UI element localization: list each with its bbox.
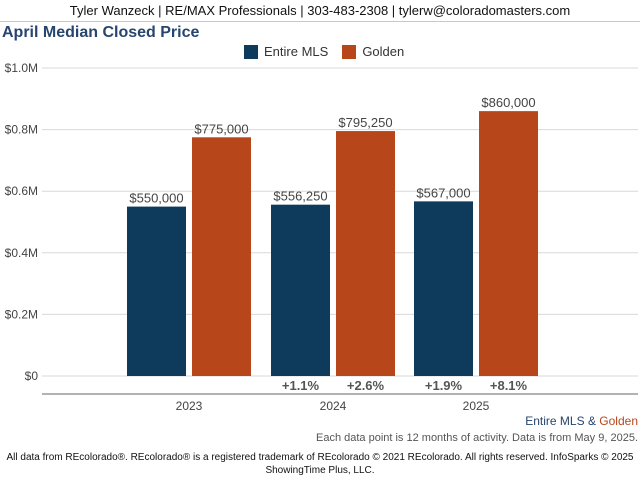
- bottom-legend: Entire MLS & Golden: [525, 414, 638, 428]
- data-label: $550,000: [129, 191, 183, 206]
- y-tick-label: $0.8M: [5, 123, 38, 137]
- y-tick-label: $1.0M: [5, 61, 38, 75]
- footer-line-1: All data from REcolorado®. REcolorado® i…: [6, 452, 634, 463]
- bar-entire-mls-2024: [271, 204, 330, 376]
- legend-item-golden[interactable]: Golden: [342, 44, 404, 59]
- data-label: $795,250: [338, 115, 392, 130]
- chart-title: April Median Closed Price: [2, 24, 200, 41]
- x-tick-label: 2024: [320, 399, 347, 410]
- top-banner: Tyler Wanzeck | RE/MAX Professionals | 3…: [0, 0, 640, 22]
- data-label: $567,000: [416, 185, 470, 200]
- bar-entire-mls-2023: [127, 206, 186, 376]
- bar-entire-mls-2025: [414, 201, 473, 376]
- data-label: $775,000: [194, 121, 248, 136]
- bar-golden-2024: [336, 131, 395, 376]
- y-tick-label: $0.4M: [5, 246, 38, 260]
- bar-chart: $0 $0.2M $0.4M $0.6M $0.8M $1.0M $550,000 $775,…: [5, 61, 638, 410]
- bottom-legend-entire-mls: Entire MLS: [525, 414, 585, 428]
- change-annotation-golden: +2.6%: [347, 378, 385, 393]
- bar-golden-2025: [479, 111, 538, 377]
- y-tick-label: $0.6M: [5, 184, 38, 198]
- y-tick-label: $0: [25, 369, 39, 383]
- data-label: $556,250: [273, 189, 327, 204]
- bar-golden-2023: [192, 137, 251, 376]
- change-annotation-entire-mls: +1.1%: [282, 378, 320, 393]
- change-annotation-golden: +8.1%: [490, 378, 528, 393]
- legend-swatch-golden: [342, 44, 357, 59]
- y-tick-label: $0.2M: [5, 307, 38, 321]
- data-note: Each data point is 12 months of activity…: [315, 432, 638, 444]
- bottom-legend-golden: Golden: [599, 414, 638, 428]
- x-tick-label: 2023: [176, 399, 203, 410]
- banner-text: Tyler Wanzeck | RE/MAX Professionals | 3…: [69, 3, 571, 18]
- footer: All data from REcolorado®. REcolorado® i…: [0, 451, 640, 477]
- footer-line-2: ShowingTime Plus, LLC.: [265, 465, 375, 476]
- legend-label-entire-mls: Entire MLS: [264, 44, 329, 59]
- data-label: $860,000: [481, 95, 535, 110]
- bottom-legend-amp: &: [587, 414, 596, 428]
- legend-item-entire-mls[interactable]: Entire MLS: [244, 44, 328, 59]
- x-tick-label: 2025: [463, 399, 490, 410]
- legend-swatch-entire-mls: [244, 44, 258, 59]
- legend-label-golden: Golden: [362, 44, 405, 59]
- change-annotation-entire-mls: +1.9%: [425, 378, 463, 393]
- chart-legend: Entire MLS Golden: [244, 44, 418, 59]
